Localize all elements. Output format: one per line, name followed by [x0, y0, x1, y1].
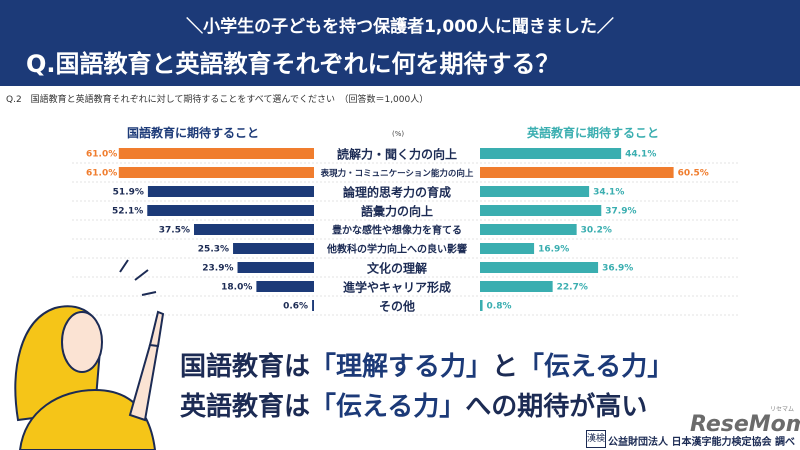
en-value-label: 0.8%: [487, 302, 512, 312]
jp-bar: [194, 224, 314, 235]
jp-value-label: 25.3%: [198, 245, 229, 255]
en-value-label: 44.1%: [625, 150, 656, 160]
category-label: 論理的思考力の育成: [343, 185, 451, 200]
category-label: 語彙力の向上: [361, 204, 433, 219]
brand-ruby: リセマム: [770, 406, 795, 413]
en-bar: [480, 262, 599, 273]
butterfly-chart: 61.0% 44.1% 読解力・聞く力の向上 61.0% 60.5% 表現力・コミュニケー…: [72, 147, 740, 316]
jp-value-label: 51.9%: [113, 188, 144, 198]
kanken-mark: 漢検: [586, 430, 606, 448]
unit-label: (%): [392, 130, 405, 138]
jp-value-label: 37.5%: [159, 226, 190, 236]
woman-arm: [128, 344, 160, 422]
message-1b: 「理解する力」: [310, 352, 493, 382]
en-value-label: 60.5%: [678, 169, 709, 179]
spark-line-1: [119, 259, 129, 273]
en-value-label: 22.7%: [557, 283, 588, 293]
en-bar: [480, 243, 535, 254]
en-bar: [480, 281, 553, 292]
en-bar: [480, 148, 622, 159]
jp-bar: [312, 300, 314, 311]
jp-value-label: 18.0%: [221, 283, 252, 293]
category-label: 文化の理解: [367, 261, 427, 276]
source-credit: 公益財団法人 日本漢字能力検定協会 調べ: [608, 437, 795, 448]
message-1a: 国語教育は: [180, 352, 311, 382]
category-label: 読解力・聞く力の向上: [337, 147, 457, 162]
en-value-label: 34.1%: [593, 188, 624, 198]
jp-bar: [147, 186, 314, 197]
en-bar: [480, 224, 577, 235]
spark-line-2: [134, 269, 149, 281]
jp-bar: [147, 205, 314, 216]
header-banner: ＼小学生の子どもを持つ保護者1,000人に聞きました／ Q.国語教育と英語教育そ…: [0, 0, 800, 86]
jp-bar: [233, 243, 314, 254]
jp-bar: [118, 148, 314, 159]
question-text: Q.2 国語教育と英語教育それぞれに対して期待することをすべて選んでください （…: [6, 95, 429, 105]
woman-face: [61, 311, 103, 373]
message-1c: と: [492, 352, 519, 382]
jp-bar: [256, 281, 314, 292]
jp-value-label: 52.1%: [112, 207, 143, 217]
category-label: 表現力・コミュニケーション能力の向上: [320, 168, 474, 179]
en-bar: [480, 186, 590, 197]
en-bar: [480, 167, 674, 178]
message-2b: 「伝える力」: [310, 392, 466, 422]
message-2c: への期待が高い: [465, 392, 648, 422]
en-value-label: 37.9%: [605, 207, 636, 217]
woman-body: [18, 388, 157, 450]
category-label: その他: [379, 299, 415, 314]
en-value-label: 16.9%: [538, 245, 569, 255]
woman-pointing-illustration: [14, 259, 165, 450]
jp-bar: [118, 167, 314, 178]
category-label: 進学やキャリア形成: [343, 280, 451, 295]
page-title: Q.国語教育と英語教育それぞれに何を期待する？: [26, 50, 560, 78]
en-bar: [480, 300, 483, 311]
category-label: 豊かな感性や想像力を育てる: [332, 224, 462, 237]
en-value-label: 36.9%: [602, 264, 633, 274]
jp-value-label: 23.9%: [202, 264, 233, 274]
message-2a: 英語教育は: [180, 392, 311, 422]
message-line-2: 英語教育は「伝える力」への期待が高い: [180, 386, 647, 423]
en-value-label: 30.2%: [581, 226, 612, 236]
message-line-1: 国語教育は「理解する力」と「伝える力」: [180, 346, 673, 383]
jp-bar: [237, 262, 314, 273]
jp-value-label: 61.0%: [86, 150, 117, 160]
en-bar: [480, 205, 602, 216]
brand-logo: ReseMom: [690, 412, 800, 437]
category-label: 他教科の学力向上への良い影響: [326, 243, 467, 256]
jp-value-label: 0.6%: [283, 302, 308, 312]
legend-japanese: 国語教育に期待すること: [127, 126, 260, 140]
survey-subtitle: ＼小学生の子どもを持つ保護者1,000人に聞きました／: [186, 17, 614, 37]
jp-value-label: 61.0%: [86, 169, 117, 179]
spark-line-3: [141, 291, 157, 296]
message-1d: 「伝える力」: [518, 352, 674, 382]
woman-finger: [148, 310, 165, 348]
legend-english: 英語教育に期待すること: [527, 126, 660, 140]
